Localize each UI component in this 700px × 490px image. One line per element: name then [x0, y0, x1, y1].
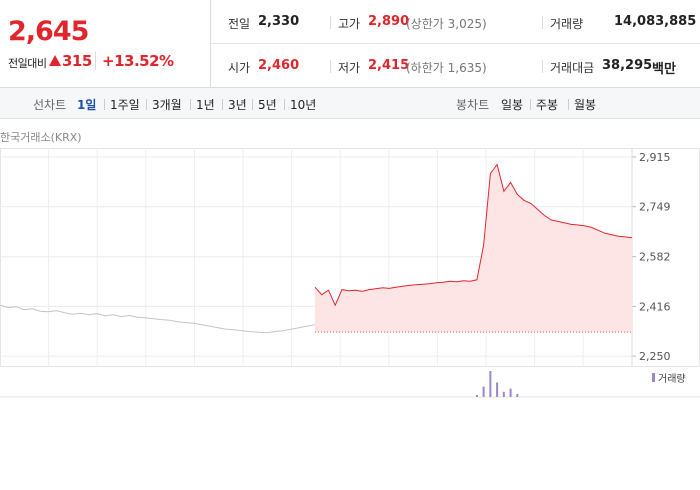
tab[interactable]: 3개월	[152, 98, 182, 112]
tab[interactable]: 10년	[290, 98, 317, 112]
volume-bar	[482, 386, 485, 397]
divider	[542, 16, 543, 29]
tab[interactable]: 3년	[228, 98, 247, 112]
area	[315, 164, 632, 333]
chart: 한국거래소(KRX) 2,915 2,749 2,582 2,416 2,250 거래량	[0, 131, 700, 398]
y-tick-label: 2,915	[639, 151, 671, 164]
stat-label: 거래대금	[550, 61, 595, 75]
change-label: 전일대비	[8, 57, 47, 70]
y-tick-label: 2,749	[639, 201, 671, 214]
divider	[330, 60, 331, 73]
tab[interactable]: 5년	[258, 98, 277, 112]
change: 315	[62, 52, 92, 70]
volume-legend-swatch	[652, 373, 655, 382]
stat-label: 고가	[338, 17, 361, 31]
stat-label: 전일	[228, 17, 251, 31]
stat-value: 2,890	[368, 14, 410, 29]
stat-value: 2,460	[258, 58, 300, 73]
stat-note: (상한가 3,025)	[406, 17, 487, 31]
y-tick-label: 2,250	[639, 350, 671, 363]
volume-bar	[502, 391, 505, 397]
tab-label: 선차트	[33, 98, 67, 112]
y-tick-label: 2,582	[639, 251, 671, 264]
tab[interactable]: 1일	[77, 98, 97, 112]
volume-bar	[475, 394, 478, 397]
line	[314, 163, 633, 307]
tab-sep	[284, 99, 285, 110]
source: 한국거래소(KRX)	[0, 131, 82, 144]
divider	[330, 16, 331, 29]
tab-sep	[568, 99, 569, 110]
tab[interactable]: 주봉	[536, 98, 559, 112]
tab[interactable]: 1년	[196, 98, 215, 112]
volume-bar	[496, 382, 499, 397]
stat-note: (하한가 1,635)	[406, 61, 487, 75]
stat-label: 거래량	[550, 17, 584, 31]
tab[interactable]: 1주일	[110, 98, 140, 112]
volume-legend: 거래량	[658, 373, 686, 385]
tab-bar	[0, 88, 700, 119]
tab-sep	[530, 99, 531, 110]
tab-sep	[146, 99, 147, 110]
stat-value: 14,083,885	[614, 14, 697, 29]
divider	[542, 60, 543, 73]
tab-sep	[104, 99, 105, 110]
stat-unit: 백만	[652, 62, 676, 77]
tab-label: 봉차트	[456, 98, 490, 112]
change-rate: +13.52%	[95, 52, 174, 70]
stat-value: 38,295	[602, 58, 653, 73]
volume-bar	[516, 393, 519, 397]
stat-label: 시가	[228, 61, 251, 75]
divider	[211, 43, 700, 44]
tab[interactable]: 일봉	[501, 98, 524, 112]
stat-label: 저가	[338, 61, 361, 75]
tab-sep	[190, 99, 191, 110]
tab-sep	[222, 99, 223, 110]
tab-sep	[252, 99, 253, 110]
stat-value: 2,415	[368, 58, 410, 73]
divider	[210, 0, 211, 87]
quote-panel	[0, 0, 700, 88]
tab[interactable]: 월봉	[574, 98, 597, 112]
up-arrow	[49, 55, 61, 66]
line	[0, 304, 316, 334]
price: 2,645	[8, 16, 89, 47]
stat-value: 2,330	[258, 14, 300, 29]
y-tick-label: 2,416	[639, 300, 671, 313]
volume-bar	[489, 371, 492, 397]
volume-bar	[509, 388, 512, 397]
